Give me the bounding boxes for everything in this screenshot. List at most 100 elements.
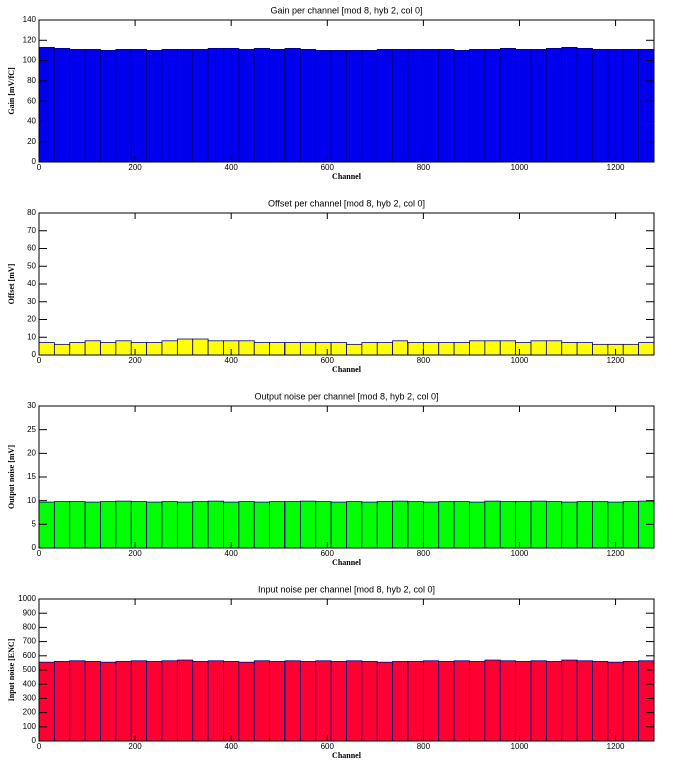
bar — [223, 661, 240, 742]
x-tick-label: 400 — [225, 742, 239, 751]
x-tick-label: 600 — [321, 356, 335, 365]
bar — [638, 660, 655, 742]
bar — [238, 340, 255, 356]
bar — [622, 343, 640, 356]
bar — [392, 661, 408, 742]
bar — [176, 501, 194, 549]
bar — [361, 342, 378, 356]
bar — [592, 661, 609, 742]
bar — [84, 340, 101, 356]
y-tick-label: 1000 — [18, 594, 36, 603]
bar — [499, 501, 517, 549]
bar — [100, 501, 117, 549]
bar — [269, 661, 285, 742]
bar — [422, 342, 440, 356]
bar — [515, 661, 532, 742]
y-tick-label: 20 — [27, 448, 36, 457]
y-axis-label: Offset [mV] — [7, 263, 16, 304]
bar — [284, 660, 301, 742]
y-tick-label: 600 — [23, 651, 37, 660]
bar — [469, 501, 486, 549]
bar — [453, 501, 470, 549]
bar — [38, 661, 55, 742]
bar — [407, 342, 424, 356]
bar — [576, 660, 593, 742]
bar — [330, 501, 347, 549]
bar — [484, 340, 501, 356]
bar — [176, 49, 194, 163]
bar — [146, 661, 163, 742]
y-tick-label: 500 — [23, 665, 37, 674]
bar — [515, 49, 532, 163]
x-tick-label: 1200 — [607, 356, 625, 365]
bar — [422, 501, 440, 549]
x-axis-label: Channel — [332, 172, 362, 181]
bar — [69, 501, 86, 549]
chart-title: Offset per channel [mod 8, hyb 2, col 0] — [268, 198, 425, 208]
x-tick-label: 200 — [128, 742, 142, 751]
bar — [192, 338, 209, 356]
bar — [130, 501, 148, 549]
bar — [192, 661, 209, 742]
bar — [515, 342, 532, 356]
bar — [438, 661, 455, 742]
bar — [146, 342, 163, 356]
bar — [330, 50, 347, 163]
bar — [315, 501, 332, 549]
bar — [607, 501, 624, 549]
bar — [100, 342, 117, 356]
bar — [469, 340, 486, 356]
bar — [176, 659, 194, 742]
bar — [453, 660, 470, 742]
bar — [161, 49, 178, 163]
bar — [392, 340, 408, 356]
bar — [576, 501, 593, 549]
x-tick-label: 1000 — [511, 549, 529, 558]
x-tick-label: 0 — [37, 742, 42, 751]
x-tick-label: 1200 — [607, 742, 625, 751]
y-axis-label: Gain [mV/fC] — [7, 67, 16, 115]
y-tick-label: 5 — [32, 519, 37, 528]
bar — [130, 342, 148, 356]
y-tick-label: 140 — [23, 15, 37, 24]
y-tick-label: 0 — [32, 543, 37, 552]
bar — [545, 661, 563, 742]
bar — [53, 501, 71, 549]
bar — [530, 660, 547, 742]
bar — [376, 501, 394, 549]
bar — [545, 340, 563, 356]
bar — [361, 661, 378, 742]
bar — [499, 48, 517, 163]
bar — [638, 49, 655, 163]
y-tick-label: 60 — [27, 244, 36, 253]
y-tick-label: 100 — [23, 56, 37, 65]
y-tick-label: 0 — [32, 736, 37, 745]
bar — [38, 342, 55, 356]
bar — [315, 660, 332, 742]
bar — [146, 501, 163, 549]
bar — [223, 48, 240, 163]
bar — [69, 342, 86, 356]
bar — [69, 660, 86, 742]
bar — [207, 500, 224, 549]
bar — [115, 49, 132, 163]
x-tick-label: 1000 — [511, 163, 529, 172]
chart-title: Input noise per channel [mod 8, hyb 2, c… — [258, 584, 435, 594]
bar — [484, 500, 501, 549]
y-tick-label: 700 — [23, 637, 37, 646]
x-tick-label: 800 — [417, 163, 431, 172]
bar — [561, 501, 578, 549]
bar — [284, 48, 301, 163]
bar — [130, 49, 148, 163]
bar — [53, 343, 71, 356]
bar — [253, 660, 271, 742]
y-tick-label: 300 — [23, 694, 37, 703]
y-tick-label: 60 — [27, 96, 36, 105]
x-tick-label: 600 — [321, 163, 335, 172]
y-tick-label: 10 — [27, 496, 36, 505]
bar — [576, 48, 593, 163]
bar — [161, 660, 178, 742]
bar — [469, 661, 486, 742]
y-tick-label: 80 — [27, 76, 36, 85]
x-axis-label: Channel — [332, 751, 362, 760]
